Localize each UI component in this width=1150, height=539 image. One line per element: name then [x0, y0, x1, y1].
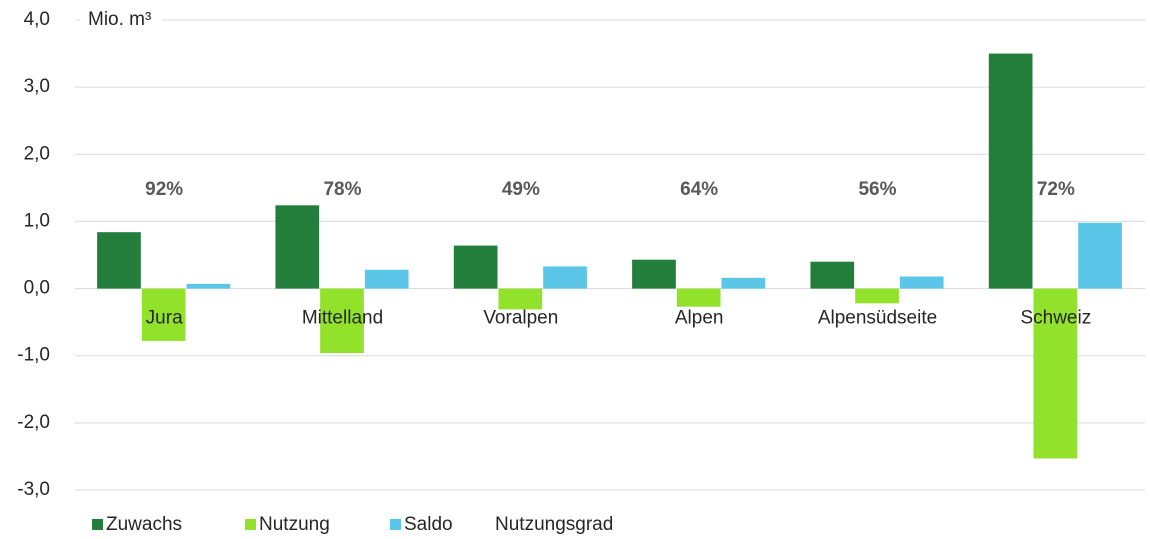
y-tick-label: 4,0: [24, 9, 50, 30]
bar: [1078, 222, 1122, 289]
legend-label: Nutzungsgrad: [495, 514, 613, 535]
y-tick-label: -3,0: [17, 479, 50, 500]
bar: [97, 232, 141, 289]
bar: [632, 259, 676, 289]
y-tick-label: 3,0: [24, 76, 50, 97]
ratio-label: 78%: [323, 179, 361, 200]
legend-label: Nutzung: [259, 514, 330, 535]
bar: [141, 288, 186, 341]
legend-label: Zuwachs: [106, 514, 182, 535]
y-tick-label: 2,0: [24, 143, 50, 164]
bar: [453, 245, 498, 289]
ratio-label: 92%: [145, 179, 183, 200]
y-tick-label: 1,0: [24, 210, 50, 231]
y-axis-label: Mio. m³: [88, 9, 151, 30]
legend-label: Saldo: [404, 514, 453, 535]
x-tick-label: Mittelland: [302, 308, 383, 329]
bar: [543, 266, 587, 289]
legend-swatch: [390, 519, 401, 530]
bar: [1033, 288, 1078, 459]
ratio-label: 64%: [680, 179, 718, 200]
bar: [320, 288, 364, 354]
bar: [364, 269, 409, 289]
bar: [186, 283, 231, 289]
bar: [855, 288, 899, 304]
bar: [899, 276, 944, 289]
legend-swatch: [245, 519, 256, 530]
ratio-label: 72%: [1037, 179, 1075, 200]
ratio-label: 49%: [502, 179, 540, 200]
bar: [275, 205, 320, 289]
x-tick-label: Jura: [146, 308, 183, 329]
bar: [988, 53, 1033, 289]
bar: [676, 288, 721, 307]
bar: [498, 288, 543, 310]
x-tick-label: Schweiz: [1020, 308, 1091, 329]
x-tick-label: Voralpen: [483, 308, 558, 329]
y-tick-label: -2,0: [17, 412, 50, 433]
x-tick-label: Alpensüdseite: [818, 308, 937, 329]
y-tick-label: -1,0: [17, 345, 50, 366]
unit-label-bg: [80, 8, 162, 32]
bar: [810, 261, 855, 289]
ratio-label: 56%: [858, 179, 896, 200]
y-tick-label: 0,0: [24, 278, 50, 299]
legend-swatch: [92, 519, 103, 530]
bar: [721, 277, 766, 289]
x-tick-label: Alpen: [675, 308, 724, 329]
